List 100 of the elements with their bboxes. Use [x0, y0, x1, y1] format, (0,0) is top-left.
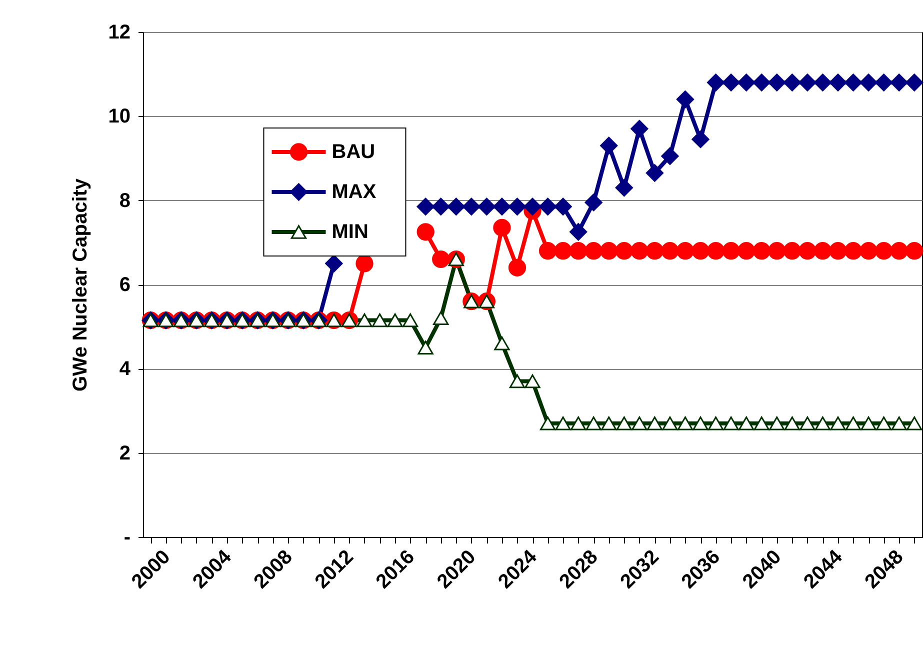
point	[706, 242, 725, 260]
point	[814, 242, 832, 260]
point	[662, 416, 678, 430]
point	[814, 74, 832, 92]
point	[432, 198, 450, 216]
point	[615, 242, 633, 260]
point	[661, 242, 679, 260]
point	[661, 147, 679, 165]
point	[616, 416, 632, 430]
point	[646, 242, 664, 260]
point	[906, 416, 922, 430]
point	[586, 416, 602, 430]
y-tick-label: 4	[119, 358, 132, 380]
point	[769, 416, 785, 430]
point	[723, 416, 739, 430]
point	[630, 120, 648, 138]
point	[738, 242, 756, 260]
point	[433, 311, 449, 326]
point	[432, 250, 450, 268]
point	[738, 74, 756, 92]
point	[372, 313, 388, 328]
point	[814, 416, 831, 430]
point	[829, 242, 847, 260]
point	[676, 242, 694, 260]
point	[356, 254, 374, 272]
point	[478, 198, 496, 216]
y-tick-label: 8	[119, 190, 130, 212]
point	[875, 74, 893, 92]
point	[844, 242, 862, 260]
point	[677, 416, 694, 430]
point	[493, 198, 511, 216]
point	[570, 223, 588, 241]
point	[570, 416, 586, 430]
legend-label: MAX	[332, 180, 377, 203]
point	[692, 416, 708, 430]
point	[754, 416, 770, 430]
point	[325, 254, 343, 272]
point	[708, 416, 724, 430]
point	[783, 242, 801, 260]
point	[692, 242, 710, 260]
point	[387, 313, 403, 328]
point	[524, 374, 540, 388]
point	[890, 242, 908, 260]
y-tick-label: 2	[119, 442, 130, 464]
point	[891, 416, 907, 430]
point	[800, 416, 816, 430]
point	[416, 223, 434, 241]
point	[890, 74, 908, 92]
point	[570, 242, 588, 260]
point	[844, 74, 862, 92]
point	[906, 242, 924, 260]
point	[875, 242, 893, 260]
point	[538, 242, 557, 260]
point	[584, 194, 602, 212]
point	[768, 74, 786, 92]
point	[356, 313, 372, 328]
point	[493, 218, 511, 236]
point	[600, 136, 618, 154]
point	[555, 416, 571, 430]
point	[508, 258, 526, 276]
y-tick-label: 12	[108, 22, 130, 44]
point	[524, 198, 542, 216]
point	[508, 198, 526, 216]
point	[798, 74, 816, 92]
point	[784, 416, 800, 430]
point	[768, 242, 786, 260]
point	[830, 416, 846, 430]
point	[632, 416, 648, 430]
point	[860, 242, 878, 260]
y-tick-label: 6	[119, 274, 130, 296]
point	[462, 198, 480, 216]
y-tick-label: -	[124, 526, 130, 548]
point	[584, 242, 602, 260]
point	[402, 313, 418, 328]
point	[630, 242, 648, 260]
point	[722, 74, 740, 92]
point	[447, 198, 465, 216]
point	[600, 242, 618, 260]
point	[676, 90, 694, 108]
point	[416, 198, 434, 216]
legend-label: BAU	[332, 140, 376, 163]
point	[692, 130, 710, 148]
point	[783, 74, 801, 92]
point	[752, 242, 770, 260]
point	[706, 74, 725, 92]
point	[752, 74, 770, 92]
point	[540, 416, 556, 430]
point	[646, 416, 663, 430]
point	[418, 340, 434, 354]
y-tick-label: 10	[108, 106, 130, 128]
point	[829, 74, 847, 92]
point	[876, 416, 892, 430]
point	[798, 242, 816, 260]
y-axis-title: GWe Nuclear Capacity	[69, 178, 92, 392]
point	[554, 198, 572, 216]
point	[601, 416, 617, 430]
point	[538, 198, 557, 216]
point	[646, 164, 664, 182]
point	[494, 336, 510, 350]
point	[722, 242, 740, 260]
